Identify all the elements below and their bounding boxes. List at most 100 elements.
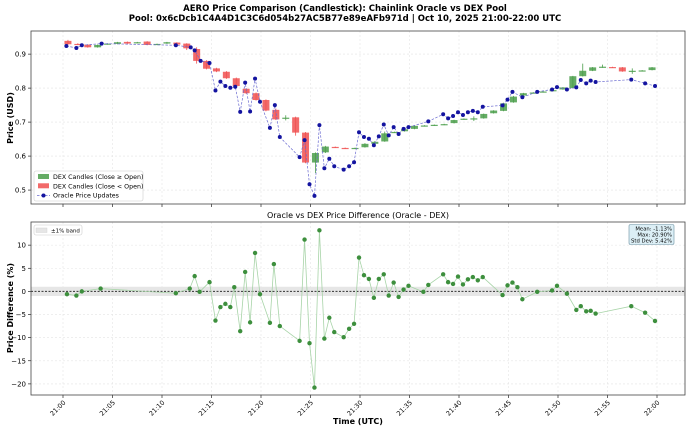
oracle-point	[535, 89, 540, 94]
difference-point	[322, 336, 327, 341]
difference-point	[302, 237, 307, 242]
y-tick-label: 0	[22, 288, 26, 296]
x-tick-label: 21:05	[98, 399, 117, 418]
difference-point	[207, 279, 212, 285]
difference-point	[187, 286, 192, 291]
y-tick-label: 0.8	[15, 85, 26, 93]
candle-body	[460, 118, 468, 120]
candle-down	[222, 71, 230, 79]
difference-point	[426, 282, 431, 288]
oracle-point	[272, 103, 277, 108]
difference-point	[247, 320, 253, 325]
candle-body	[450, 120, 458, 124]
candle-down	[64, 39, 72, 45]
y-tick-label: 5	[22, 265, 26, 273]
oracle-point	[198, 58, 203, 63]
candle-up	[569, 75, 577, 89]
candle-body	[341, 147, 349, 150]
oracle-point	[277, 135, 282, 140]
candle-body	[74, 43, 82, 46]
candle-up	[628, 68, 636, 74]
candle-up	[321, 145, 329, 154]
candle-up	[638, 70, 646, 72]
bottom-y-axis-label: Price Difference (%)	[6, 263, 15, 353]
oracle-point	[173, 43, 178, 48]
stats-line: Mean: -1.13%	[635, 227, 672, 233]
candle-up	[133, 41, 141, 44]
difference-point	[470, 274, 476, 280]
candle-up	[153, 43, 161, 46]
oracle-point	[207, 60, 212, 65]
candle-up	[381, 131, 389, 142]
difference-point	[515, 285, 520, 290]
legend-label: ±1% band	[51, 229, 80, 235]
candle-up	[648, 67, 656, 71]
difference-point	[584, 309, 589, 314]
legend-label: DEX Candles (Close ≥ Open)	[53, 174, 143, 181]
oracle-point	[653, 84, 658, 89]
candle-body	[203, 60, 211, 69]
top-y-axis-label: Price (USD)	[6, 92, 15, 144]
oracle-point	[228, 85, 233, 90]
oracle-point	[593, 79, 598, 84]
oracle-point	[550, 87, 555, 92]
difference-point	[564, 291, 570, 296]
y-tick-label: −20	[11, 380, 26, 388]
difference-point	[271, 261, 277, 267]
candle-up	[519, 92, 527, 96]
candle-body	[104, 43, 112, 45]
x-tick-label: 21:35	[395, 399, 414, 418]
candle-up	[430, 124, 438, 127]
candle-down	[292, 116, 300, 136]
oracle-point	[564, 87, 569, 92]
difference-point	[242, 269, 248, 275]
difference-point	[520, 297, 525, 302]
oracle-point	[376, 134, 381, 139]
difference-point	[64, 291, 70, 297]
plot-area	[31, 222, 685, 395]
oracle-point	[426, 119, 431, 124]
chart-title: AERO Price Comparison (Candlestick): Cha…	[183, 4, 507, 14]
difference-point	[74, 293, 79, 298]
oracle-point	[74, 45, 79, 50]
oracle-point	[366, 136, 371, 141]
x-tick-label: 21:00	[49, 399, 68, 418]
difference-point	[450, 281, 456, 287]
y-tick-label: −10	[11, 334, 26, 342]
oracle-point	[465, 110, 470, 115]
difference-panel: 21:00 21:05 21:10 21:15 21:20 21:25 21:30 21:35…	[11, 221, 686, 418]
oracle-point	[312, 193, 317, 198]
bottom-title: Oracle vs DEX Price Difference (Oracle -…	[267, 211, 449, 220]
candle-down	[252, 92, 260, 101]
candle-body	[608, 67, 616, 69]
oracle-point	[297, 155, 302, 160]
difference-point	[79, 289, 85, 294]
candle-down	[193, 47, 201, 64]
oracle-point	[574, 85, 579, 90]
oracle-point	[480, 104, 485, 109]
oracle-point	[332, 164, 337, 169]
candle-body	[638, 70, 646, 72]
difference-point	[510, 280, 515, 285]
candle-body	[163, 42, 171, 44]
candle-up	[599, 64, 607, 68]
difference-point	[277, 323, 283, 329]
candle-up	[311, 152, 319, 174]
y-tick-label: 0.9	[15, 51, 26, 59]
candle-body	[123, 41, 131, 44]
legend-up-swatch	[38, 174, 49, 179]
candle-up	[509, 95, 517, 103]
difference-point	[588, 308, 593, 314]
oracle-point	[381, 122, 386, 127]
difference-point	[327, 315, 332, 320]
difference-point	[475, 278, 481, 283]
difference-point	[341, 334, 346, 340]
candle-body	[94, 44, 102, 48]
difference-point	[642, 310, 648, 315]
candle-body	[212, 68, 220, 72]
candle-up	[440, 123, 448, 126]
top-legend: DEX Candles (Close ≥ Open) DEX Candles (C…	[33, 170, 143, 202]
oracle-point	[371, 143, 376, 148]
candle-body	[599, 66, 607, 68]
